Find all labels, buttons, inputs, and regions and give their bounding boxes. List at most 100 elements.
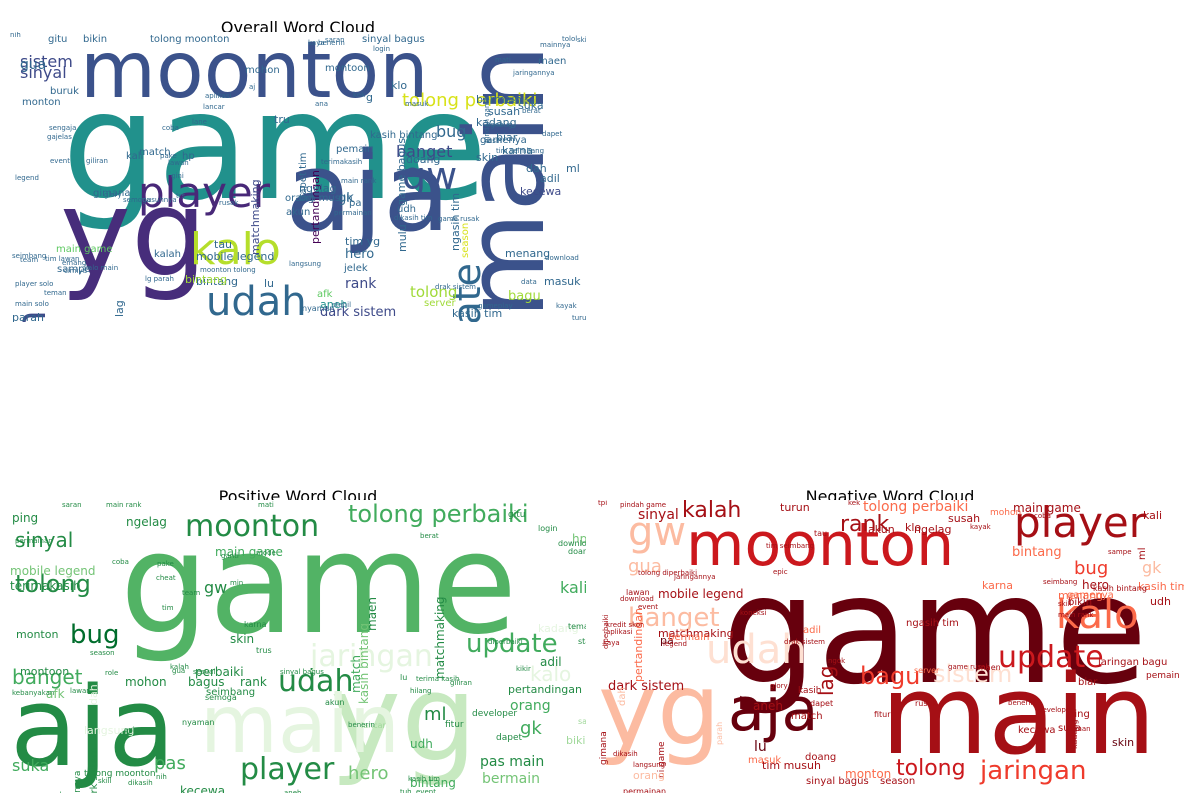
word-yg: yg [598,651,721,768]
word-gimana: gimana [93,188,131,199]
word-sistem: sistem [20,52,73,71]
word-kayak: kayak [556,302,577,310]
word-parah: parah [715,721,724,745]
word-sampe: sampe [578,717,586,726]
word-pemain: pemain [336,144,374,155]
word-ngelag: ngelag [914,523,952,536]
word-bintang: bintang [185,273,228,286]
word-dikasih: dikasih [613,750,638,758]
word-lu: lu [754,739,767,755]
word-min: min [230,579,244,587]
word-mode: mode [256,549,276,557]
word-sesuai: sesuai [193,668,216,676]
word-mobile-legend: mobile legend [658,587,744,601]
word-biar: biar [1078,677,1098,688]
word-kecewa: kecewa [180,784,226,793]
word-dah: dah [526,162,547,175]
word-perbaiki: perbaiki [195,665,244,679]
word-terima-kasih: terima kasih [416,675,460,683]
word-orang: orang [285,193,315,204]
word-kebanyakan: kebanyakan [12,689,55,697]
word-lag: lag [113,300,126,317]
word-event: event [638,603,658,611]
word-event: event [416,788,436,794]
word-permainan: permainan [334,209,372,217]
word-akun: akun [325,698,345,707]
word-monton: monton [16,628,59,641]
word-kalah: kalah [170,663,189,671]
word-dark-sistem: dark sistem [608,679,685,694]
word-developer: developer [1038,706,1074,714]
word-skin: skin [476,151,499,164]
word-skin: skin [230,632,255,646]
word-kasih-tim: kasih tim [1138,580,1184,593]
word-terimakasih: terimakasih [10,579,81,593]
word-gini: gini [171,172,184,180]
word-dikasih: dikasih [128,779,153,787]
word-kali: kali [1143,509,1163,522]
word-jaringannya: jaringannya [674,573,716,581]
word-hp: hp [182,151,195,162]
word-glory: glory [104,191,122,199]
word-bermain: bermain [476,93,522,106]
word-musuhnya: musuhnya [140,196,177,204]
word-mainnya: mainnya [540,41,571,49]
word-adil: adil [540,655,562,669]
word-glory: glory [770,682,788,690]
word-drak-sistem: drak sistem [435,283,476,291]
word-fitur: fitur [445,720,464,730]
word-ganti: ganti [221,552,239,560]
word-kasih-bintang: kasih bintang [1093,584,1147,593]
word-kek: kek [848,500,861,507]
word-pa: pa [660,634,674,647]
positive-word-cloud: game aja yg main moonton tolong perbaiki udah u… [10,500,586,793]
word-main-rank: main rank [1058,611,1094,619]
word-mohon: mohon [245,65,280,76]
word-trs: trs [176,192,186,200]
word-match: match [349,655,363,693]
word-tau: tau [214,238,233,251]
word-kali: kali [126,151,144,162]
word-tru: tru [274,113,290,126]
word-game-rusak: game rusak [22,792,63,794]
word-sampe: sampe [1108,548,1132,556]
word-trus: trus [256,646,272,655]
word-monton: monton [845,767,892,781]
word-moonton: moonton [185,509,320,544]
word-bikin: bikin [83,34,108,45]
negative-word-cloud: game main moonton yg aja player kalo udah gw upda… [598,500,1184,793]
word-benerin: benerin [348,721,375,729]
word-seimbang: seimbang [1043,578,1078,586]
word-pindah-game: pindah game [483,97,491,144]
word-aplikasi: aplikasi [205,92,232,100]
word-jaringan-bagu: jaringan bagu [1098,657,1168,668]
word-jaringannya: jaringannya [513,69,555,77]
word-giliran: giliran [86,157,108,165]
word-cheat: cheat [156,574,176,582]
word-mati: mati [495,56,511,64]
word-parah: parah [12,311,44,322]
word-moonton: moonton [80,32,429,116]
word-main-game: main game [1013,501,1081,515]
word-saran: saran [325,36,345,44]
word-semoga: semoga [123,196,151,204]
word-season: season [460,222,471,258]
word-aneh: aneh [753,699,783,713]
word-lu: lu [264,277,275,290]
word-tolong-diperbaiki: tolong diperbaiki [638,569,698,577]
word-gua: gua [20,57,47,73]
word-adil: adil [540,172,560,185]
word-bintang: bintang [1012,545,1062,560]
word-data: data [521,278,537,286]
word-jaringannya: jaringannya [73,771,83,793]
word-diperbaiki: diperbaiki [602,614,610,649]
word-tolong-perbaiki: tolong perbaiki [402,90,538,111]
word-orang: orang [633,769,665,782]
word-masuk: masuk [405,100,429,108]
word-diperbaiki: diperbaiki [488,638,523,646]
word-download: download [545,254,579,262]
word-teman: teman [1068,725,1091,733]
word-sinyal-bagus: sinyal bagus [362,34,425,45]
word-tolong-perbaiki: tolong perbaiki [348,500,529,528]
word-kasih-tim: kasih tim [452,307,503,320]
